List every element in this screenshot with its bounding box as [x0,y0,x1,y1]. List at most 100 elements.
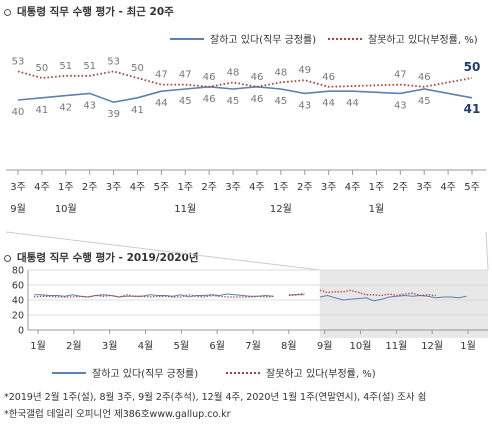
disapprove-data-label: 47 [394,70,407,81]
approve-data-label: 43 [83,100,96,111]
x-tick-label-week: 2주 [82,182,98,193]
approve-data-label: 39 [107,109,120,120]
disapprove-data-label: 50 [36,63,49,74]
disapprove-data-label: 50 [464,60,481,74]
legend-approve: 잘하고 있다(직무 긍정률) [170,31,316,46]
x-tick-label-week: 4주 [440,182,456,193]
disapprove-data-label: 46 [251,72,264,83]
x-tick-label-week: 3주 [106,182,122,193]
disapprove-data-label: 51 [59,61,72,72]
x-tick-label-month: 2월 [66,340,82,352]
red-dotted-swatch-icon [226,371,260,374]
x-tick-label-month: 6월 [209,340,225,352]
legend-approve-label: 잘하고 있다(직무 긍정률) [210,35,317,46]
chart1-title-text: 대통령 직무 수행 평가 - 최근 20주 [17,6,174,18]
chart1-svg: 3주 4주 1주 2주 3주 4주 5주 1주 2주 3주 4주 1주 2주 3주 4주 1주 2주 3주 4주 5주… [6,56,486,215]
approve-data-label: 44 [322,98,335,109]
blue-line-swatch-icon [170,37,204,40]
approve-data-label: 40 [12,107,25,118]
approve-data-label: 41 [464,102,481,116]
x-tick-label-month: 10월 [350,340,372,352]
x-tick-label-week: 4주 [249,182,265,193]
legend-disapprove: 잘못하고 있다(부정률, %) [328,31,478,46]
disapprove-data-label: 46 [322,72,335,83]
x-tick-label-week: 1주 [177,182,193,193]
x-tick-label-week: 2주 [201,182,217,193]
approve-data-label: 41 [131,105,144,116]
chart2-title: 대통령 직무 수행 평가 - 2019/2020년 [4,250,199,265]
x-tick-label-week: 2주 [393,182,409,193]
disapprove-series-line [17,70,473,88]
x-tick-label-month: 11월 [385,340,407,352]
x-tick-label-week: 2주 [297,182,313,193]
legend2-approve-label: 잘하고 있다(직무 긍정률) [92,369,199,380]
legend2-approve: 잘하고 있다(직무 긍정률) [52,365,198,380]
x-tick-label-month: 3월 [102,340,118,352]
disapprove-data-label: 48 [227,67,240,78]
x-tick-label-month: 7월 [245,340,261,352]
disapprove-data-label: 46 [418,72,431,83]
x-tick-label-month: 4월 [138,340,154,352]
zoom-connector-left [5,231,320,271]
x-tick-label-month: 1월 [30,340,46,352]
approve-data-label: 46 [251,94,264,105]
x-tick-label-month: 1월 [369,203,385,215]
disapprove-data-label: 47 [179,70,192,81]
y-tick-label: 20 [12,311,24,322]
x-tick-label-week: 4주 [345,182,361,193]
circle-bullet-icon [4,255,11,262]
x-tick-label-month: 5월 [174,340,190,352]
chart2-title-text: 대통령 직무 수행 평가 - 2019/2020년 [17,252,199,264]
zoom-connector-right [485,231,489,271]
x-tick-label-month: 9월 [317,340,333,352]
approve-data-label: 43 [394,100,407,111]
x-tick-label-month: 8월 [281,340,297,352]
x-tick-label-week: 3주 [225,182,241,193]
approve-series-line [17,85,473,104]
y-tick-label: 40 [12,296,24,307]
x-tick-label-week: 4주 [130,182,146,193]
approve-data-label: 45 [179,96,192,107]
approve-data-label: 45 [227,96,240,107]
footnote-2: *한국갤럽 데일리 오피니언 제386호www.gallup.co.kr [4,409,231,420]
x-tick-label-week: 5주 [464,182,480,193]
approve-data-label: 43 [298,100,311,111]
approve-data-label: 41 [36,105,49,116]
disapprove-data-label: 53 [12,56,25,67]
disapprove-data-label: 48 [274,67,287,78]
disapprove-data-label: 51 [83,61,96,72]
x-tick-label-month: 9월 [10,203,26,215]
approve-data-label: 44 [346,98,359,109]
circle-bullet-icon [4,9,11,16]
x-tick-label-week: 3주 [321,182,337,193]
disapprove-data-label: 53 [107,56,120,67]
disapprove-data-label: 49 [298,65,311,76]
y-tick-label: 0 [18,326,24,337]
y-tick-label: 80 [12,266,24,277]
approve-data-label: 44 [155,98,168,109]
legend2-disapprove: 잘못하고 있다(부정률, %) [226,365,376,380]
x-tick-label-month: 12월 [421,340,443,352]
chart1-title: 대통령 직무 수행 평가 - 최근 20주 [4,4,174,19]
approve-data-label: 45 [418,96,431,107]
approve-data-label: 46 [203,94,216,105]
recent-highlight-zone [319,270,488,338]
x-tick-label-week: 4주 [34,182,50,193]
x-tick-label-month: 12월 [270,203,292,215]
x-tick-label-month: 10월 [55,203,77,215]
disapprove-data-label: 47 [155,70,168,81]
x-tick-label-week: 3주 [10,182,26,193]
y-tick-label: 60 [12,281,24,292]
approve-data-label: 45 [274,96,287,107]
disapprove-data-label: 50 [131,63,144,74]
x-tick-label-week: 3주 [416,182,432,193]
legend2-disapprove-label: 잘못하고 있다(부정률, %) [266,369,376,380]
x-tick-label-month: 11월 [174,203,196,215]
approve-data-label: 42 [59,103,72,114]
legend-disapprove-label: 잘못하고 있다(부정률, %) [368,35,478,46]
blue-line-swatch-icon [52,371,86,374]
x-tick-label-week: 1주 [369,182,385,193]
red-dotted-swatch-icon [328,37,362,40]
x-tick-label-week: 5주 [154,182,170,193]
x-tick-label-week: 1주 [273,182,289,193]
